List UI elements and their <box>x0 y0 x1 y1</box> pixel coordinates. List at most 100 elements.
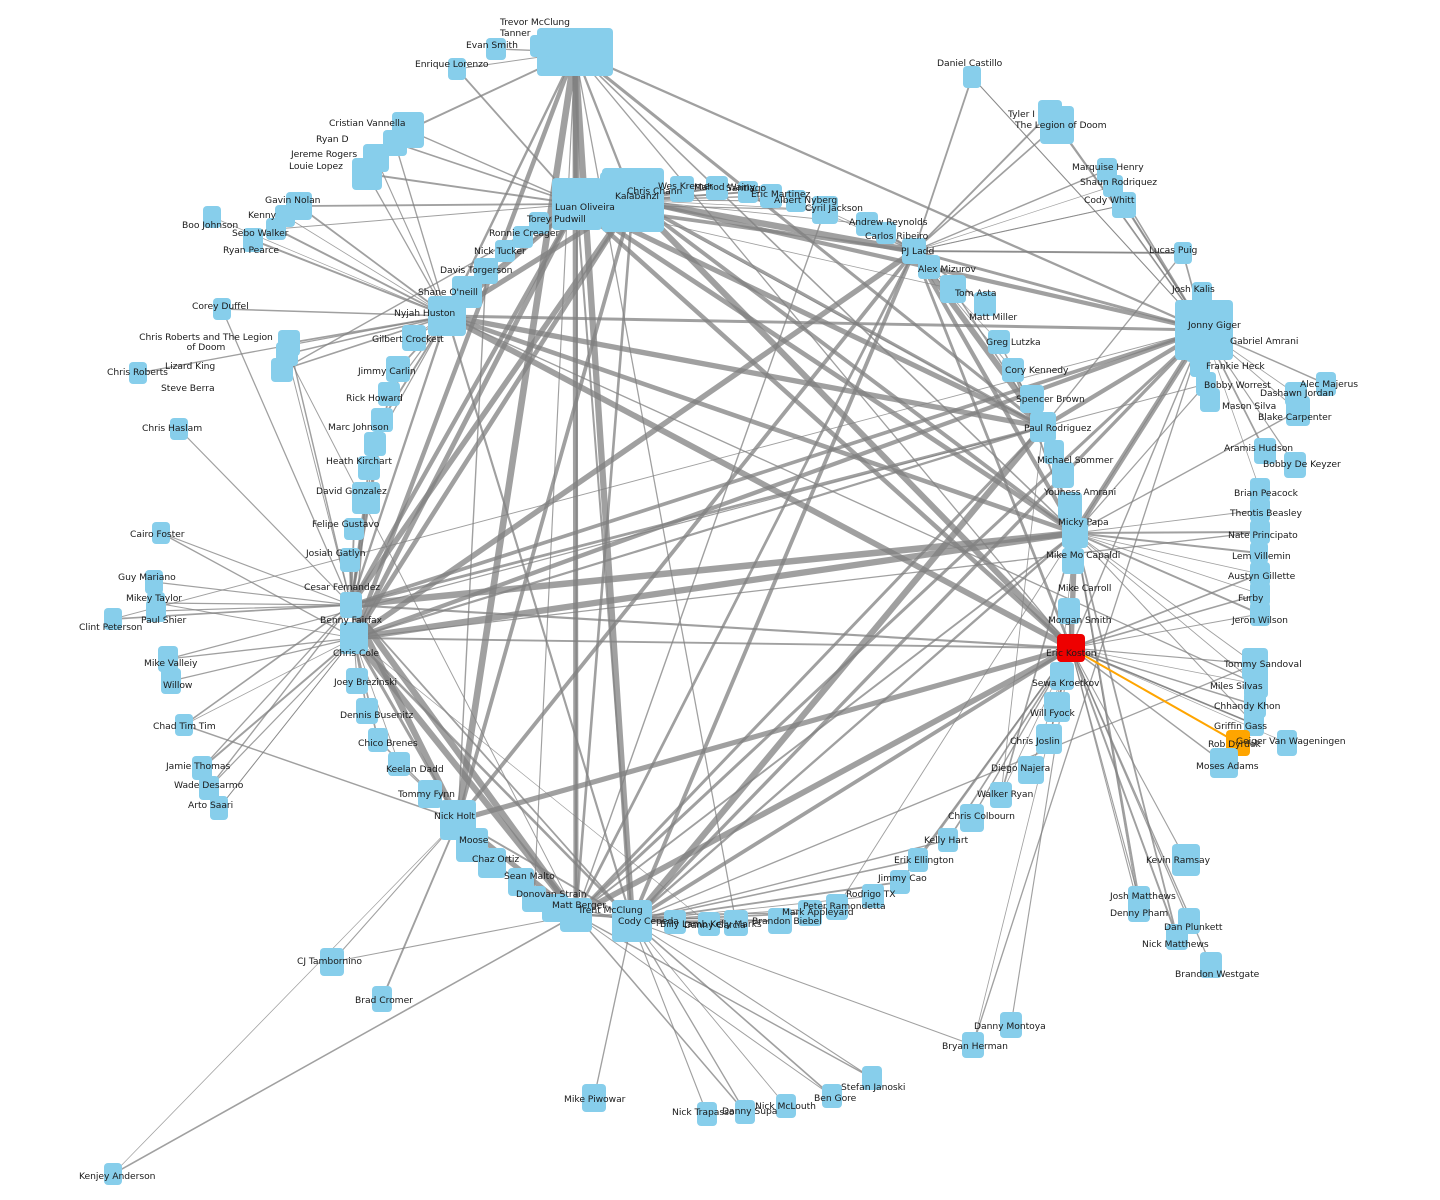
graph-node[interactable] <box>960 804 984 832</box>
graph-node[interactable] <box>612 900 652 942</box>
graph-node[interactable] <box>1002 358 1024 382</box>
graph-node[interactable] <box>448 58 466 80</box>
graph-node[interactable] <box>378 382 400 406</box>
graph-node[interactable] <box>1190 355 1210 377</box>
graph-node[interactable] <box>1062 518 1088 548</box>
graph-node[interactable] <box>826 894 848 920</box>
graph-node[interactable] <box>876 222 896 244</box>
graph-node[interactable] <box>1250 542 1268 564</box>
graph-node[interactable] <box>776 1094 796 1118</box>
graph-node[interactable] <box>356 698 378 724</box>
graph-node[interactable] <box>243 228 263 252</box>
graph-node[interactable] <box>582 1084 606 1112</box>
graph-node[interactable] <box>371 408 393 432</box>
graph-node[interactable] <box>1000 1012 1022 1038</box>
graph-node[interactable] <box>372 986 392 1012</box>
graph-node[interactable] <box>344 518 364 540</box>
graph-node[interactable] <box>1316 372 1336 396</box>
graph-node[interactable] <box>346 668 368 694</box>
graph-node[interactable] <box>530 35 550 57</box>
graph-node[interactable] <box>974 292 996 316</box>
graph-node[interactable] <box>990 782 1012 808</box>
graph-node[interactable] <box>428 296 466 336</box>
graph-node[interactable] <box>152 522 170 544</box>
graph-node[interactable] <box>963 66 981 88</box>
graph-node[interactable] <box>1128 896 1150 922</box>
graph-node[interactable] <box>1044 692 1070 722</box>
graph-node[interactable] <box>908 848 928 872</box>
graph-node[interactable] <box>768 908 792 934</box>
graph-node[interactable] <box>486 38 506 60</box>
graph-node[interactable] <box>1250 582 1270 606</box>
graph-node[interactable] <box>1174 242 1192 264</box>
graph-node[interactable] <box>1200 952 1222 978</box>
graph-node[interactable] <box>760 184 782 208</box>
graph-node[interactable] <box>735 1100 755 1124</box>
graph-node[interactable] <box>1192 282 1212 304</box>
graph-node[interactable] <box>706 176 728 200</box>
graph-node[interactable] <box>1058 598 1080 624</box>
graph-node[interactable] <box>271 358 293 382</box>
graph-node[interactable] <box>1103 175 1123 197</box>
graph-node[interactable] <box>513 226 533 248</box>
graph-node[interactable] <box>1052 462 1074 488</box>
graph-node[interactable] <box>1254 438 1276 464</box>
graph-node[interactable] <box>158 646 178 672</box>
graph-node[interactable] <box>1166 924 1188 950</box>
graph-node[interactable] <box>1284 452 1306 478</box>
graph-node[interactable] <box>213 298 231 320</box>
graph-node[interactable] <box>1036 724 1062 754</box>
graph-node[interactable] <box>145 570 163 594</box>
graph-node[interactable] <box>478 848 506 878</box>
graph-node[interactable] <box>175 714 193 736</box>
graph-node[interactable] <box>529 212 549 234</box>
graph-node[interactable] <box>340 548 360 572</box>
graph-node[interactable] <box>1200 388 1220 412</box>
graph-node[interactable] <box>170 418 188 440</box>
graph-node[interactable] <box>1112 192 1136 218</box>
graph-node[interactable] <box>988 330 1010 354</box>
graph-node[interactable] <box>822 1084 842 1108</box>
graph-node[interactable] <box>199 776 219 800</box>
graph-node[interactable] <box>552 178 602 230</box>
graph-node[interactable] <box>388 752 410 776</box>
graph-node[interactable] <box>1250 498 1270 522</box>
graph-node[interactable] <box>698 912 720 936</box>
graph-node[interactable] <box>340 622 368 654</box>
graph-node[interactable] <box>266 218 286 240</box>
graph-node[interactable] <box>1044 440 1064 464</box>
graph-node[interactable] <box>940 275 966 303</box>
graph-node[interactable] <box>862 884 884 908</box>
graph-node[interactable] <box>560 898 592 932</box>
graph-node[interactable] <box>358 456 380 480</box>
graph-node[interactable] <box>697 1102 717 1126</box>
graph-node[interactable] <box>1050 662 1074 690</box>
graph-node[interactable] <box>340 592 362 618</box>
graph-node[interactable] <box>962 1032 984 1058</box>
graph-node[interactable] <box>146 600 166 622</box>
graph-node[interactable] <box>352 158 382 190</box>
graph-node[interactable] <box>352 482 380 514</box>
graph-node[interactable] <box>938 828 958 852</box>
graph-node[interactable] <box>1244 692 1266 718</box>
graph-node[interactable] <box>210 796 228 820</box>
graph-node[interactable] <box>670 176 694 202</box>
graph-node[interactable] <box>812 196 838 224</box>
graph-node[interactable] <box>129 362 147 384</box>
graph-node[interactable] <box>320 948 344 976</box>
graph-node[interactable] <box>856 212 878 236</box>
graph-node[interactable] <box>890 870 910 894</box>
graph-node[interactable] <box>1020 385 1044 413</box>
graph-node[interactable] <box>1250 520 1270 544</box>
graph-node[interactable] <box>1210 748 1238 778</box>
graph-node[interactable] <box>1250 602 1270 626</box>
graph-node[interactable] <box>192 756 212 780</box>
graph-node[interactable] <box>203 206 221 228</box>
graph-node[interactable] <box>798 900 822 926</box>
graph-node[interactable] <box>724 910 748 936</box>
graph-node[interactable] <box>1250 478 1270 502</box>
graph-node[interactable] <box>738 181 758 203</box>
graph-node[interactable] <box>364 432 386 456</box>
graph-node[interactable] <box>161 668 181 694</box>
